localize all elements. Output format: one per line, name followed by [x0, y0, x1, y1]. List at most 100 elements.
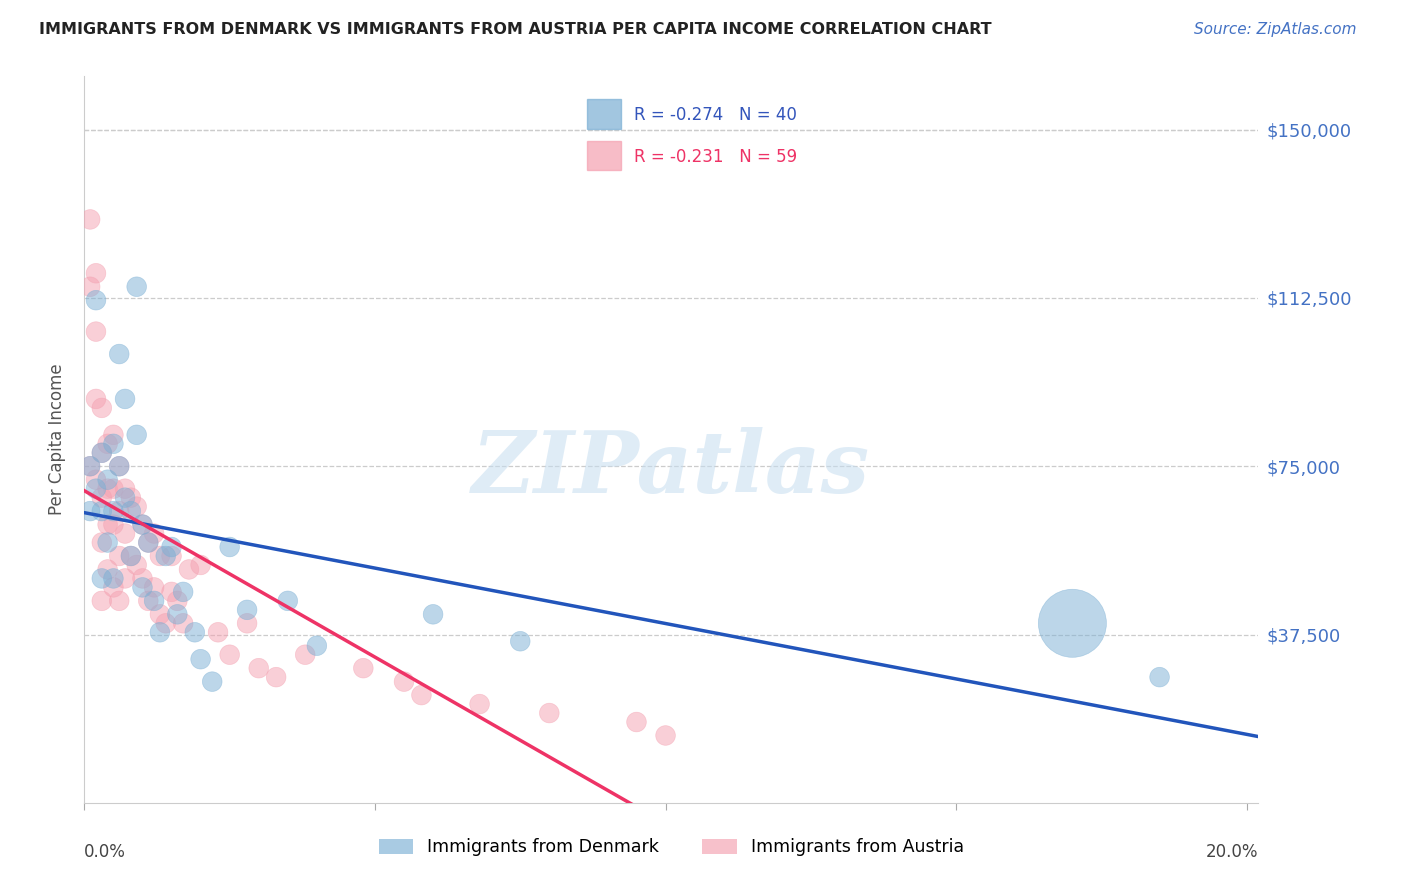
Point [468, 697, 491, 711]
Point [114, 482, 136, 496]
Point [236, 616, 259, 631]
Point [84, 392, 107, 406]
Point [626, 714, 648, 729]
Point [172, 585, 194, 599]
Point [177, 562, 200, 576]
Point [120, 491, 142, 505]
Point [190, 558, 212, 572]
Point [125, 558, 148, 572]
Text: 0.0%: 0.0% [84, 843, 127, 861]
Point [166, 594, 188, 608]
Point [207, 625, 229, 640]
Point [90, 446, 112, 460]
Point [294, 648, 316, 662]
Point [84, 266, 107, 280]
Point [218, 648, 240, 662]
Point [1149, 670, 1171, 684]
Point [277, 594, 299, 608]
Point [236, 603, 259, 617]
Point [79, 459, 101, 474]
Point [538, 706, 561, 720]
Text: 20.0%: 20.0% [1206, 843, 1258, 861]
Point [411, 688, 433, 702]
Point [149, 625, 172, 640]
Point [103, 482, 125, 496]
Point [90, 446, 112, 460]
Point [125, 427, 148, 442]
Point [160, 585, 183, 599]
Point [103, 517, 125, 532]
Point [155, 549, 177, 563]
Point [97, 535, 120, 549]
Point [90, 491, 112, 505]
Point [143, 594, 166, 608]
Point [90, 401, 112, 415]
Point [108, 504, 131, 518]
Point [160, 549, 183, 563]
Point [136, 535, 159, 549]
Point [131, 517, 153, 532]
Point [247, 661, 270, 675]
Point [84, 325, 107, 339]
Point [422, 607, 444, 622]
Point [136, 535, 159, 549]
Point [108, 459, 131, 474]
Point [108, 549, 131, 563]
Point [166, 607, 188, 622]
Point [97, 562, 120, 576]
Point [90, 571, 112, 585]
Point [97, 473, 120, 487]
Point [392, 674, 415, 689]
Point [79, 279, 101, 293]
Point [131, 581, 153, 595]
Point [79, 212, 101, 227]
Y-axis label: Per Capita Income: Per Capita Income [48, 364, 66, 515]
Point [131, 571, 153, 585]
Point [120, 549, 142, 563]
Point [143, 526, 166, 541]
Point [114, 392, 136, 406]
Point [103, 581, 125, 595]
Point [90, 504, 112, 518]
Point [108, 594, 131, 608]
Point [90, 594, 112, 608]
Point [509, 634, 531, 648]
Point [84, 293, 107, 308]
Point [654, 729, 676, 743]
Point [136, 594, 159, 608]
Text: Source: ZipAtlas.com: Source: ZipAtlas.com [1194, 22, 1357, 37]
Point [114, 491, 136, 505]
Point [149, 607, 172, 622]
Point [184, 625, 207, 640]
Point [97, 482, 120, 496]
Text: IMMIGRANTS FROM DENMARK VS IMMIGRANTS FROM AUSTRIA PER CAPITA INCOME CORRELATION: IMMIGRANTS FROM DENMARK VS IMMIGRANTS FR… [39, 22, 993, 37]
Point [190, 652, 212, 666]
Point [149, 549, 172, 563]
Point [305, 639, 328, 653]
Point [125, 500, 148, 514]
Legend: Immigrants from Denmark, Immigrants from Austria: Immigrants from Denmark, Immigrants from… [371, 831, 972, 863]
Point [155, 616, 177, 631]
Point [125, 279, 148, 293]
Point [120, 549, 142, 563]
Point [201, 674, 224, 689]
Point [131, 517, 153, 532]
Point [97, 517, 120, 532]
Point [103, 437, 125, 451]
Point [84, 482, 107, 496]
Point [114, 526, 136, 541]
Point [264, 670, 287, 684]
Point [84, 473, 107, 487]
Point [352, 661, 374, 675]
Point [79, 504, 101, 518]
Point [79, 459, 101, 474]
Point [103, 504, 125, 518]
Point [114, 571, 136, 585]
Text: ZIPatlas: ZIPatlas [472, 426, 870, 510]
Point [143, 581, 166, 595]
Point [218, 540, 240, 554]
Point [108, 459, 131, 474]
Point [172, 616, 194, 631]
Point [103, 571, 125, 585]
Point [160, 540, 183, 554]
